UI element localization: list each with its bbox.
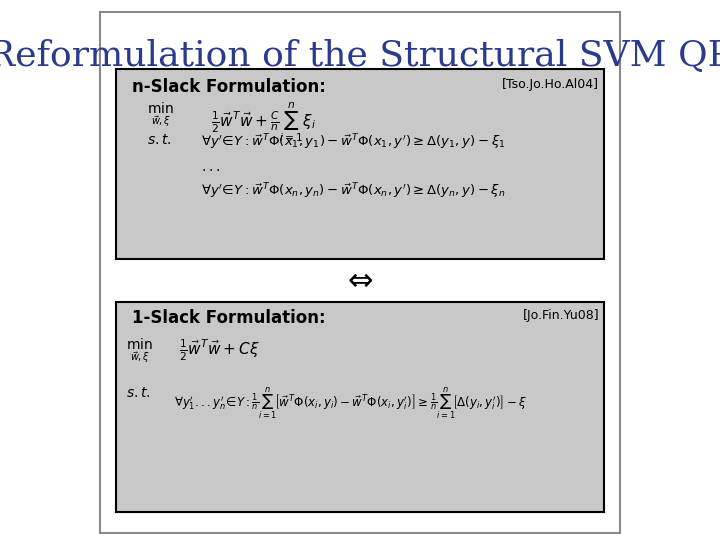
Text: n-Slack Formulation:: n-Slack Formulation:: [132, 78, 325, 96]
Text: ⇔: ⇔: [347, 267, 373, 296]
FancyBboxPatch shape: [116, 302, 604, 512]
Text: Reformulation of the Structural SVM QP: Reformulation of the Structural SVM QP: [0, 39, 720, 73]
Text: [Jo.Fin.Yu08]: [Jo.Fin.Yu08]: [523, 309, 599, 322]
Text: $\min_{\vec{w},\xi}$: $\min_{\vec{w},\xi}$: [148, 101, 174, 129]
Text: $\frac{1}{2}\vec{w}^T\vec{w} + C\xi$: $\frac{1}{2}\vec{w}^T\vec{w} + C\xi$: [179, 337, 260, 363]
Text: [Tso.Jo.Ho.Al04]: [Tso.Jo.Ho.Al04]: [502, 78, 599, 91]
Text: 1-Slack Formulation:: 1-Slack Formulation:: [132, 309, 325, 327]
Text: $s.t.$: $s.t.$: [126, 386, 151, 400]
Text: $\forall y^{\prime} \!\in\! Y : \vec{w}^T\Phi(x_n,y_n) - \vec{w}^T\Phi(x_n,y^{\p: $\forall y^{\prime} \!\in\! Y : \vec{w}^…: [201, 181, 505, 201]
Text: $s.t.$: $s.t.$: [148, 133, 172, 147]
Text: $\frac{1}{2}\vec{w}^T\vec{w} + \frac{C}{n}\sum_{i=1}^{n}\xi_i$: $\frac{1}{2}\vec{w}^T\vec{w} + \frac{C}{…: [211, 101, 316, 144]
Text: $\forall y^{\prime} \!\in\! Y : \vec{w}^T\Phi(x_1,y_1) - \vec{w}^T\Phi(x_1,y^{\p: $\forall y^{\prime} \!\in\! Y : \vec{w}^…: [201, 133, 505, 152]
Text: $...$: $...$: [201, 160, 220, 174]
Text: $\forall y_1^{\prime}...y_n^{\prime}\!\in\! Y : \frac{1}{n}\sum_{i=1}^{n}\!\left: $\forall y_1^{\prime}...y_n^{\prime}\!\i…: [174, 386, 527, 421]
Text: $\min_{\vec{w},\xi}$: $\min_{\vec{w},\xi}$: [126, 337, 153, 366]
FancyBboxPatch shape: [116, 69, 604, 259]
